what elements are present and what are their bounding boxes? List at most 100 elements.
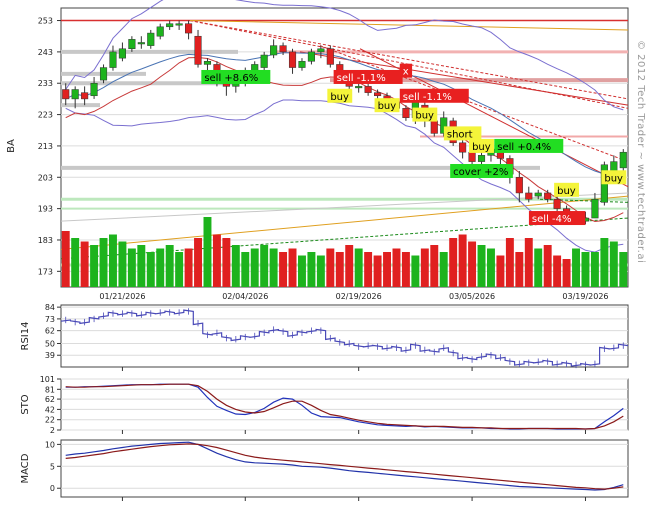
panel-tick-label: 81: [45, 385, 55, 394]
date-tick-label: 02/04/2026: [222, 292, 268, 301]
volume-bar: [468, 241, 477, 287]
candle-body: [279, 45, 287, 53]
candle-body: [288, 51, 297, 68]
macd-panel: 10 5 0 MACD: [20, 439, 629, 501]
lower-band-line: [65, 99, 624, 253]
candle-body: [525, 192, 533, 200]
volume-bar: [335, 252, 344, 287]
watermark: © 2012 Tech Trader ~ www.techtrader.ai: [635, 40, 646, 263]
volume-bar: [184, 248, 193, 287]
candle-body: [468, 151, 476, 162]
candle-body: [619, 151, 627, 169]
volume-bar: [137, 245, 146, 287]
volume-bar: [175, 252, 184, 287]
candle-body: [128, 39, 136, 50]
volume-bar: [553, 255, 562, 287]
volume-bar: [515, 252, 524, 287]
panel-tick-label: 22: [45, 416, 55, 425]
signal-label: buy: [472, 142, 491, 153]
candle-body: [364, 86, 372, 93]
volume-bar: [61, 231, 70, 287]
date-tick-label: 02/19/2026: [336, 292, 382, 301]
signal-label: cover +2%: [453, 167, 508, 178]
volume-bar: [543, 245, 552, 287]
signal-label: buy: [604, 173, 623, 184]
panel-tick-label: 101: [40, 375, 55, 384]
price-tick-label: 223: [38, 111, 53, 120]
candle-body: [62, 89, 70, 100]
volume-bar: [420, 248, 429, 287]
sto-axis-label: STO: [20, 394, 31, 414]
volume-bar: [430, 245, 439, 287]
candle-body: [260, 54, 268, 68]
volume-bar: [260, 245, 269, 287]
macd-line: [65, 443, 624, 490]
candle-body: [544, 192, 552, 200]
date-tick-label: 03/19/2026: [562, 292, 608, 301]
signal-badge: [528, 211, 586, 226]
signal-badge: [494, 138, 564, 153]
candle-body: [440, 117, 448, 134]
signal-badge: [399, 88, 469, 103]
candle-body: [166, 23, 174, 28]
panel-tick-label: 0: [50, 484, 55, 493]
candle-body: [553, 198, 561, 209]
signal-badge: [601, 170, 627, 185]
signal-badge: [554, 182, 580, 197]
signal-label: buy: [557, 186, 576, 197]
rsi14-line: [60, 309, 629, 367]
candle-body: [515, 177, 523, 194]
volume-bar: [99, 238, 108, 287]
volume-bar: [609, 241, 618, 287]
candle-body: [175, 23, 183, 26]
signal-label: buy: [378, 101, 397, 112]
volume-bar: [364, 252, 373, 287]
candle-body: [270, 45, 278, 56]
volume-bar: [619, 252, 628, 287]
volume-bar: [241, 252, 250, 287]
volume-bar: [80, 241, 89, 287]
volume-bar: [212, 234, 221, 287]
volume-bar: [477, 245, 486, 287]
signal-label: sell +0.4%: [497, 142, 551, 153]
volume-bar: [203, 217, 212, 287]
panel-tick-label: 10: [45, 440, 55, 449]
volume-bar: [505, 238, 514, 287]
volume-bar: [411, 255, 420, 287]
trend-line: [60, 195, 629, 250]
volume-bar: [156, 248, 165, 287]
volume-bar: [288, 248, 297, 287]
price-tick-label: 193: [38, 205, 53, 214]
volume-bar: [373, 255, 382, 287]
candle-body: [430, 120, 438, 134]
price-panel: sell +8.6% sell -1.1% x buy buy sell -1.1% buy…: [6, 0, 629, 301]
volume-bar: [487, 248, 495, 287]
volume-bar: [316, 255, 325, 287]
candle-body: [203, 61, 212, 65]
watermark-text: © 2012 Tech Trader ~ www.techtrader.ai: [635, 40, 646, 263]
candle-body: [109, 51, 117, 68]
candle-body: [326, 48, 334, 65]
volume-bar: [581, 252, 590, 287]
signal-label: short: [447, 129, 473, 140]
volume-bar: [71, 238, 80, 287]
signal-label: buy: [415, 111, 434, 122]
signal-badge: [201, 69, 271, 84]
signal-badge: [399, 63, 413, 78]
volume-bar: [222, 238, 231, 287]
volume-bar: [534, 248, 543, 287]
panel-tick-label: 62: [45, 327, 55, 336]
price-tick-label: 173: [38, 267, 53, 276]
panel-tick-label: 62: [45, 395, 55, 404]
volume-bar: [127, 248, 136, 287]
volume-bar: [572, 248, 580, 287]
date-tick-label: 03/05/2026: [449, 292, 495, 301]
price-tick-label: 233: [38, 79, 53, 88]
volume-bar: [401, 252, 410, 287]
trend-line: [299, 51, 629, 106]
panel-tick-label: 84: [45, 303, 55, 312]
candle-body: [185, 23, 193, 34]
price-tick-label: 243: [38, 48, 53, 57]
volume-bar: [449, 238, 458, 287]
